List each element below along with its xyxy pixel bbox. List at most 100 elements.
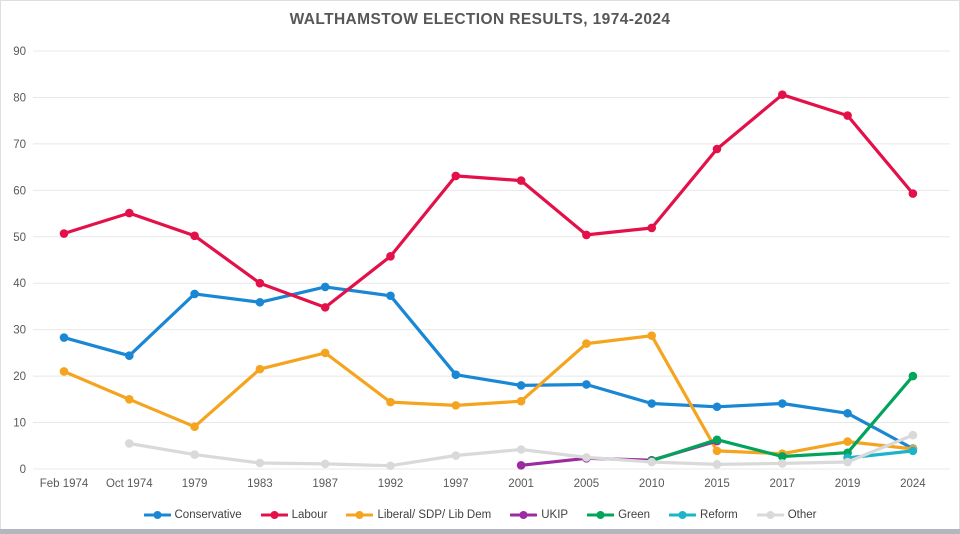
data-point-conservative-5	[386, 291, 395, 301]
legend-item-other: Other	[756, 509, 817, 521]
legend-marker-icon-reform	[669, 511, 697, 519]
legend-item-ukip: UKIP	[510, 509, 568, 521]
data-point-labour-13	[908, 189, 918, 198]
y-tick-label-70: 70	[13, 139, 26, 151]
data-point-other-7	[516, 445, 526, 454]
legend-dot-conservative	[153, 511, 161, 519]
legend-dot-green	[596, 511, 605, 519]
data-point-liberal-sdp-lib-dem-10	[712, 446, 722, 456]
data-point-other-10	[712, 460, 722, 469]
legend-dot-ukip	[519, 511, 528, 519]
data-point-liberal-sdp-lib-dem-4	[320, 348, 330, 358]
data-point-liberal-sdp-lib-dem-8	[582, 339, 591, 348]
data-point-labour-11	[778, 90, 787, 99]
legend-label-liberal-sdp-lib-dem: Liberal/ SDP/ Lib Dem	[377, 509, 492, 521]
data-point-green-11	[778, 452, 787, 461]
x-tick-label-9: 2010	[639, 478, 665, 490]
x-tick-label-1: Oct 1974	[106, 478, 153, 490]
data-point-other-8	[582, 453, 591, 462]
data-point-conservative-2	[190, 289, 199, 299]
x-tick-label-13: 2024	[900, 478, 926, 490]
data-point-conservative-9	[647, 399, 656, 408]
data-point-labour-5	[386, 251, 395, 261]
chart-canvas: 0 10 20 30 40 50 60 70 80 90 Feb 1974 Oct 1974 1979 1…	[13, 46, 950, 490]
data-point-conservative-1	[125, 351, 134, 360]
series-line-labour	[62, 93, 915, 309]
y-tick-label-30: 30	[13, 325, 26, 337]
data-point-labour-1	[125, 208, 134, 218]
x-tick-label-0: Feb 1974	[40, 478, 89, 490]
legend-label-other: Other	[787, 509, 817, 521]
data-point-liberal-sdp-lib-dem-9	[647, 331, 656, 341]
data-point-ukip-7	[516, 460, 526, 470]
series-line-conservative	[62, 285, 915, 451]
data-point-labour-6	[451, 171, 461, 181]
bottom-edge-strip	[0, 529, 960, 534]
data-point-conservative-3	[255, 297, 265, 307]
data-point-labour-3	[255, 278, 265, 288]
data-point-labour-9	[647, 223, 656, 233]
data-point-other-5	[386, 461, 395, 471]
legend-item-conservative: Conservative	[143, 509, 242, 521]
data-point-other-3	[255, 458, 265, 468]
x-tick-label-4: 1987	[312, 478, 338, 490]
x-tick-label-11: 2017	[770, 478, 796, 490]
legend-item-green: Green	[587, 509, 650, 521]
x-tick-label-12: 2019	[835, 478, 861, 490]
series-line-liberal-sdp-lib-dem	[62, 334, 915, 456]
data-point-liberal-sdp-lib-dem-7	[516, 396, 526, 406]
y-tick-label-60: 60	[13, 185, 26, 197]
data-point-other-1	[125, 439, 134, 448]
legend-label-conservative: Conservative	[174, 509, 242, 521]
legend-dot-other	[766, 511, 775, 519]
y-tick-label-50: 50	[13, 232, 26, 244]
legend-dot-reform	[678, 511, 687, 519]
data-point-green-10	[712, 435, 722, 445]
data-point-liberal-sdp-lib-dem-5	[386, 397, 395, 407]
data-point-other-4	[320, 459, 330, 469]
data-point-liberal-sdp-lib-dem-3	[255, 364, 265, 374]
data-point-other-13	[908, 430, 918, 440]
data-point-liberal-sdp-lib-dem-12	[843, 437, 852, 446]
series-line-green	[650, 374, 915, 463]
legend-label-green: Green	[618, 509, 651, 521]
legend-label-reform: Reform	[700, 509, 738, 521]
data-point-other-2	[190, 450, 199, 459]
legend-marker-icon-ukip	[510, 511, 538, 519]
data-point-other-12	[843, 457, 852, 467]
legend-marker-icon-other	[756, 511, 784, 519]
data-point-conservative-0	[59, 333, 69, 342]
data-point-liberal-sdp-lib-dem-6	[451, 401, 461, 410]
legend-dot-liberal-sdp-lib-dem	[355, 511, 364, 519]
x-tick-label-8: 2005	[574, 478, 600, 490]
legend-label-ukip: UKIP	[541, 509, 569, 521]
y-tick-label-0: 0	[20, 464, 26, 476]
data-point-liberal-sdp-lib-dem-1	[125, 395, 134, 404]
data-point-conservative-10	[712, 402, 722, 412]
legend-marker-icon-liberal-sdp-lib-dem	[346, 511, 374, 519]
y-tick-label-10: 10	[13, 418, 26, 430]
legend-item-liberal-sdp-lib-dem: Liberal/ SDP/ Lib Dem	[346, 509, 491, 521]
data-point-conservative-11	[778, 399, 787, 408]
data-point-conservative-7	[516, 381, 526, 390]
x-tick-label-5: 1992	[378, 478, 404, 490]
data-point-other-11	[778, 459, 787, 468]
x-tick-label-3: 1983	[247, 478, 273, 490]
data-point-labour-7	[516, 176, 526, 185]
y-tick-label-80: 80	[13, 92, 26, 104]
y-tick-label-20: 20	[13, 371, 26, 383]
data-point-conservative-6	[451, 370, 461, 380]
legend-item-reform: Reform	[669, 509, 738, 521]
data-point-other-6	[451, 451, 461, 460]
data-point-labour-12	[843, 111, 852, 120]
legend-label-labour: Labour	[291, 509, 328, 521]
data-point-conservative-12	[843, 408, 852, 418]
chart-title: WALTHAMSTOW ELECTION RESULTS, 1974-2024	[289, 11, 671, 28]
legend-marker-icon-labour	[260, 511, 288, 519]
y-tick-label-90: 90	[13, 46, 26, 58]
chart-legend: Conservative Labour Liberal/ SDP/ Lib Dem U…	[0, 505, 960, 525]
data-point-green-13	[908, 371, 918, 381]
y-tick-label-40: 40	[13, 278, 26, 290]
x-tick-label-10: 2015	[704, 478, 730, 490]
